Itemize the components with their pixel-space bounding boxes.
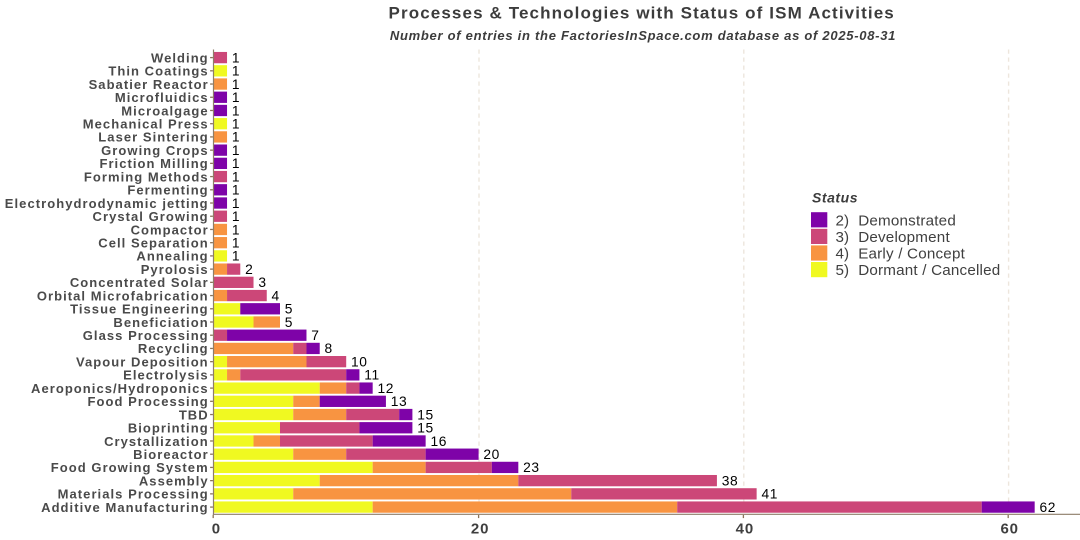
svg-text:5: 5: [285, 302, 293, 317]
svg-text:40: 40: [736, 521, 755, 538]
svg-text:2: 2: [245, 262, 253, 277]
svg-text:TBD: TBD: [179, 407, 209, 422]
svg-text:62: 62: [1039, 500, 1056, 515]
svg-text:Crystallization: Crystallization: [104, 434, 209, 449]
svg-text:Mechanical Press: Mechanical Press: [83, 117, 209, 132]
svg-text:Bioprinting: Bioprinting: [128, 421, 209, 436]
svg-text:5): 5): [836, 262, 850, 279]
svg-text:Welding: Welding: [151, 50, 209, 65]
svg-text:Growing Crops: Growing Crops: [101, 143, 209, 158]
svg-text:23: 23: [523, 460, 540, 475]
svg-text:1: 1: [232, 235, 240, 250]
svg-text:Beneficiation: Beneficiation: [113, 315, 208, 330]
svg-text:Food Growing System: Food Growing System: [51, 460, 209, 475]
svg-text:1: 1: [232, 169, 240, 184]
svg-text:Cell Separation: Cell Separation: [98, 235, 208, 250]
svg-text:Bioreactor: Bioreactor: [133, 447, 209, 462]
svg-text:Compactor: Compactor: [131, 222, 209, 237]
svg-text:Electrohydrodynamic jetting: Electrohydrodynamic jetting: [5, 196, 209, 211]
svg-text:Orbital Microfabrication: Orbital Microfabrication: [37, 288, 209, 303]
svg-text:15: 15: [417, 421, 434, 436]
svg-text:1: 1: [232, 77, 240, 92]
svg-text:1: 1: [232, 130, 240, 145]
svg-text:Laser Sintering: Laser Sintering: [98, 130, 208, 145]
svg-text:1: 1: [232, 183, 240, 198]
svg-text:1: 1: [232, 103, 240, 118]
svg-text:11: 11: [364, 368, 380, 383]
svg-text:20: 20: [483, 447, 500, 462]
svg-text:3): 3): [836, 229, 850, 246]
svg-text:12: 12: [377, 381, 394, 396]
svg-text:Forming Methods: Forming Methods: [84, 169, 209, 184]
svg-text:1: 1: [232, 196, 240, 211]
svg-text:7: 7: [311, 328, 319, 343]
svg-text:Food Processing: Food Processing: [87, 394, 208, 409]
svg-text:0: 0: [212, 521, 221, 538]
svg-text:Fermenting: Fermenting: [127, 183, 208, 198]
svg-text:Aeroponics/Hydroponics: Aeroponics/Hydroponics: [31, 381, 209, 396]
svg-text:8: 8: [325, 341, 333, 356]
svg-text:Friction Milling: Friction Milling: [99, 156, 208, 171]
svg-text:Processes & Technologies with: Processes & Technologies with Status of …: [389, 4, 895, 23]
svg-text:20: 20: [471, 521, 490, 538]
svg-text:Glass Processing: Glass Processing: [83, 328, 209, 343]
svg-text:4): 4): [836, 246, 850, 263]
svg-text:15: 15: [417, 407, 434, 422]
svg-text:Microfluidics: Microfluidics: [115, 90, 209, 105]
svg-text:38: 38: [722, 473, 739, 488]
svg-text:Demonstrated: Demonstrated: [858, 212, 956, 229]
svg-text:Microalgage: Microalgage: [121, 103, 208, 118]
svg-text:Vapour Deposition: Vapour Deposition: [76, 354, 209, 369]
svg-text:1: 1: [232, 209, 240, 224]
svg-text:Crystal Growing: Crystal Growing: [93, 209, 209, 224]
svg-text:1: 1: [232, 50, 240, 65]
svg-text:Sabatier Reactor: Sabatier Reactor: [89, 77, 209, 92]
svg-text:Number of entries in the Facto: Number of entries in the FactoriesInSpac…: [390, 28, 896, 43]
svg-text:Electrolysis: Electrolysis: [123, 368, 209, 383]
svg-text:Status: Status: [812, 190, 858, 206]
svg-text:13: 13: [391, 394, 408, 409]
svg-text:10: 10: [351, 354, 368, 369]
svg-text:1: 1: [232, 64, 240, 79]
svg-text:1: 1: [232, 156, 240, 171]
svg-text:16: 16: [430, 434, 447, 449]
svg-text:Development: Development: [858, 229, 950, 246]
svg-text:Thin Coatings: Thin Coatings: [108, 64, 208, 79]
svg-text:Early / Concept: Early / Concept: [858, 246, 965, 263]
svg-text:Pyrolosis: Pyrolosis: [141, 262, 209, 277]
svg-text:1: 1: [232, 117, 240, 132]
svg-text:3: 3: [258, 275, 266, 290]
svg-text:2): 2): [836, 212, 850, 229]
svg-text:Dormant / Cancelled: Dormant / Cancelled: [858, 262, 1000, 279]
svg-text:Materials Processing: Materials Processing: [58, 487, 209, 502]
svg-text:Additive Manufacturing: Additive Manufacturing: [41, 500, 209, 515]
svg-text:1: 1: [232, 222, 240, 237]
svg-text:60: 60: [1000, 521, 1019, 538]
svg-text:Annealing: Annealing: [136, 249, 208, 264]
svg-text:Assembly: Assembly: [139, 473, 209, 488]
svg-text:1: 1: [232, 249, 240, 264]
svg-text:4: 4: [272, 288, 280, 303]
svg-text:41: 41: [761, 487, 778, 502]
svg-text:Recycling: Recycling: [138, 341, 209, 356]
svg-text:Concentrated Solar: Concentrated Solar: [70, 275, 209, 290]
svg-text:5: 5: [285, 315, 293, 330]
svg-text:Tissue Engineering: Tissue Engineering: [70, 302, 209, 317]
svg-text:1: 1: [232, 90, 240, 105]
svg-text:1: 1: [232, 143, 240, 158]
